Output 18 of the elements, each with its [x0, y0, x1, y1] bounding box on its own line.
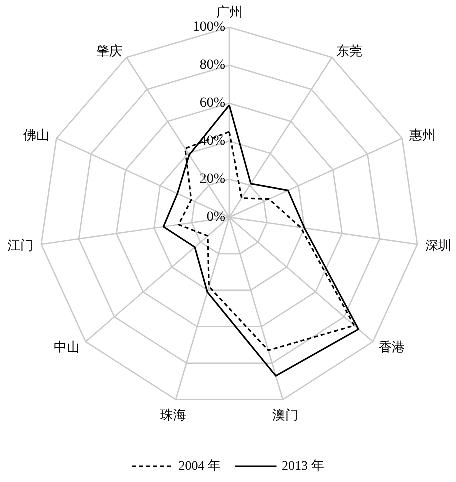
- legend-label: 2013 年: [282, 457, 324, 475]
- spoke-label: 肇庆: [96, 43, 122, 58]
- spoke-label: 中山: [54, 340, 80, 355]
- y-tick-label: 60%: [200, 96, 226, 111]
- y-tick-label: 0%: [206, 210, 226, 225]
- y-tick-label: 100%: [192, 20, 226, 35]
- y-tick-label: 80%: [200, 58, 226, 73]
- spoke-label: 香港: [379, 340, 406, 355]
- y-tick-label: 20%: [200, 172, 226, 187]
- spoke-label: 佛山: [23, 128, 50, 143]
- spoke-label: 惠州: [408, 128, 436, 143]
- legend-label: 2004 年: [178, 457, 221, 475]
- spoke-label: 东莞: [336, 43, 363, 58]
- spoke-label: 广州: [216, 4, 242, 20]
- spoke-label: 珠海: [160, 407, 187, 422]
- spoke-label: 澳门: [272, 407, 298, 422]
- spoke-label: 深圳: [425, 238, 452, 254]
- spoke-label: 江门: [8, 238, 34, 254]
